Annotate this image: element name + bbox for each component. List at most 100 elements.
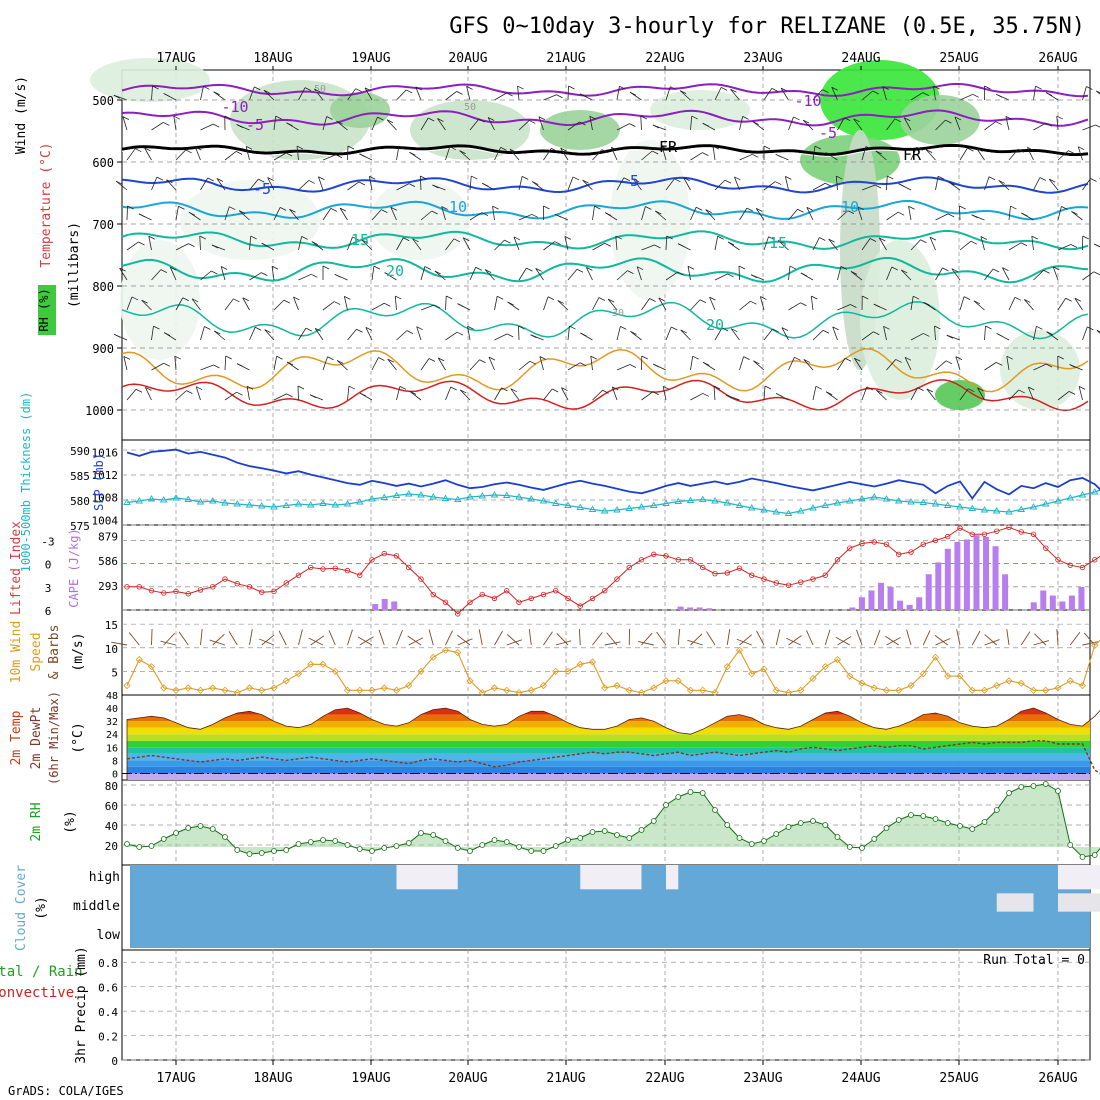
li-point [234, 581, 240, 587]
wind10-barb [494, 630, 503, 646]
profile-barb [249, 272, 262, 281]
profile-barb-flag [976, 148, 983, 152]
profile-barb [396, 330, 408, 341]
profile-barb [713, 386, 716, 401]
thickness-point [747, 504, 756, 511]
profile-barb [437, 118, 446, 131]
profile-barb [616, 326, 621, 341]
profile-barb [437, 357, 446, 371]
profile-barb-flag [916, 146, 923, 151]
profile-barb-flag [390, 206, 397, 211]
profile-barb [336, 360, 348, 371]
profile-barb-flag [395, 295, 402, 300]
profile-barb-flag [428, 358, 436, 362]
li-point [1055, 557, 1061, 563]
rh2m-point [920, 813, 927, 819]
profile-barb [876, 389, 887, 401]
profile-barb-flag [945, 119, 952, 124]
wind10-line [126, 639, 1100, 694]
thickness-point [135, 497, 144, 504]
profile-barb [469, 212, 483, 221]
profile-barb-flag [702, 393, 710, 397]
rh-legend-swatch [38, 285, 56, 335]
profile-barb-flag [929, 236, 937, 241]
wind10-point [405, 681, 413, 690]
profile-barb [935, 360, 947, 371]
thickness-point [943, 501, 952, 508]
profile-barb-flag [381, 209, 388, 213]
profile-barb-flag [507, 301, 514, 306]
temp2m-label-c: (6hr Min/Max) [47, 691, 61, 785]
profile-barb [714, 273, 728, 281]
cape-bar [925, 574, 932, 610]
wind10-label-a: 10m Wind [9, 621, 24, 684]
thickness-point [380, 493, 389, 500]
profile-barb-flag [882, 86, 889, 90]
thickness-point [662, 499, 670, 506]
profile-barb-flag [897, 211, 905, 216]
profile-barb-flag [263, 89, 271, 94]
cape-bar [1040, 590, 1047, 610]
chart-title: GFS 0~10day 3-hourly for RELIZANE (0.5E,… [449, 14, 1085, 39]
profile-barb-flag [138, 213, 146, 218]
wind10-point [576, 660, 584, 668]
wind10-point [209, 684, 217, 692]
profile-barb-flag [865, 146, 873, 150]
cape-bar [1002, 574, 1009, 610]
wind10-label-c: & Barbs [47, 625, 62, 680]
profile-barb-flag [506, 92, 513, 97]
profile-barb [850, 271, 863, 281]
thickness-point [392, 491, 401, 498]
profile-barb-flag [412, 238, 419, 243]
profile-barb-flag [768, 236, 775, 241]
profile-barb-flag [630, 331, 637, 335]
profile-barb [151, 362, 164, 371]
profile-barb-flag [579, 121, 586, 126]
profile-barb-flag [608, 298, 615, 303]
contour-label-2: -5 [246, 116, 264, 134]
profile-barb [929, 236, 936, 251]
profile-barb-flag [547, 296, 555, 301]
li-point [1018, 529, 1024, 535]
profile-barb-flag [500, 147, 507, 151]
wind10-barb [786, 637, 801, 646]
wind10-barb [1020, 631, 1031, 646]
wind10-barb [347, 629, 353, 646]
date-label-bottom-4: 21AUG [546, 1071, 585, 1086]
profile-barb [641, 244, 655, 251]
profile-barb-flag [652, 150, 659, 155]
li-point [663, 553, 669, 559]
wind10-barb [556, 633, 569, 646]
profile-barb [812, 386, 817, 401]
profile-barb [273, 393, 287, 401]
profile-barb [494, 296, 498, 311]
date-axis: 17AUG 17AUG 18AUG 18AUG 19AUG 19AUG 20AUG 20AUG… [156, 51, 1077, 1086]
profile-barb-flag [580, 332, 587, 337]
slp-thickness-panel: 590 585 580 575 1016 1012 1008 1004 [70, 445, 1100, 533]
profile-barb-flag [967, 147, 974, 152]
profile-barb [122, 116, 128, 131]
profile-barb [755, 208, 765, 221]
profile-barb-flag [671, 326, 678, 331]
profile-barb [347, 181, 360, 191]
li-point [308, 564, 314, 571]
profile-barb [224, 206, 230, 221]
rh2m-point [601, 828, 608, 834]
profile-barb-flag [482, 182, 489, 187]
profile-barb [445, 238, 455, 251]
profile-barb [298, 87, 306, 101]
profile-barb [959, 93, 973, 101]
profile-barb-flag [296, 145, 304, 150]
profile-barb [567, 269, 578, 281]
profile-barb [1057, 391, 1070, 401]
profile-barb [126, 241, 139, 251]
profile-barb [434, 270, 446, 281]
rh-shade-16 [1000, 330, 1080, 410]
rh2m-point [638, 827, 645, 833]
profile-barb-flag [509, 148, 517, 153]
profile-barb [615, 236, 618, 251]
profile-barb-flag [879, 237, 886, 242]
profile-barb-flag [705, 209, 712, 213]
profile-barb [459, 389, 471, 401]
profile-barb [175, 206, 179, 221]
